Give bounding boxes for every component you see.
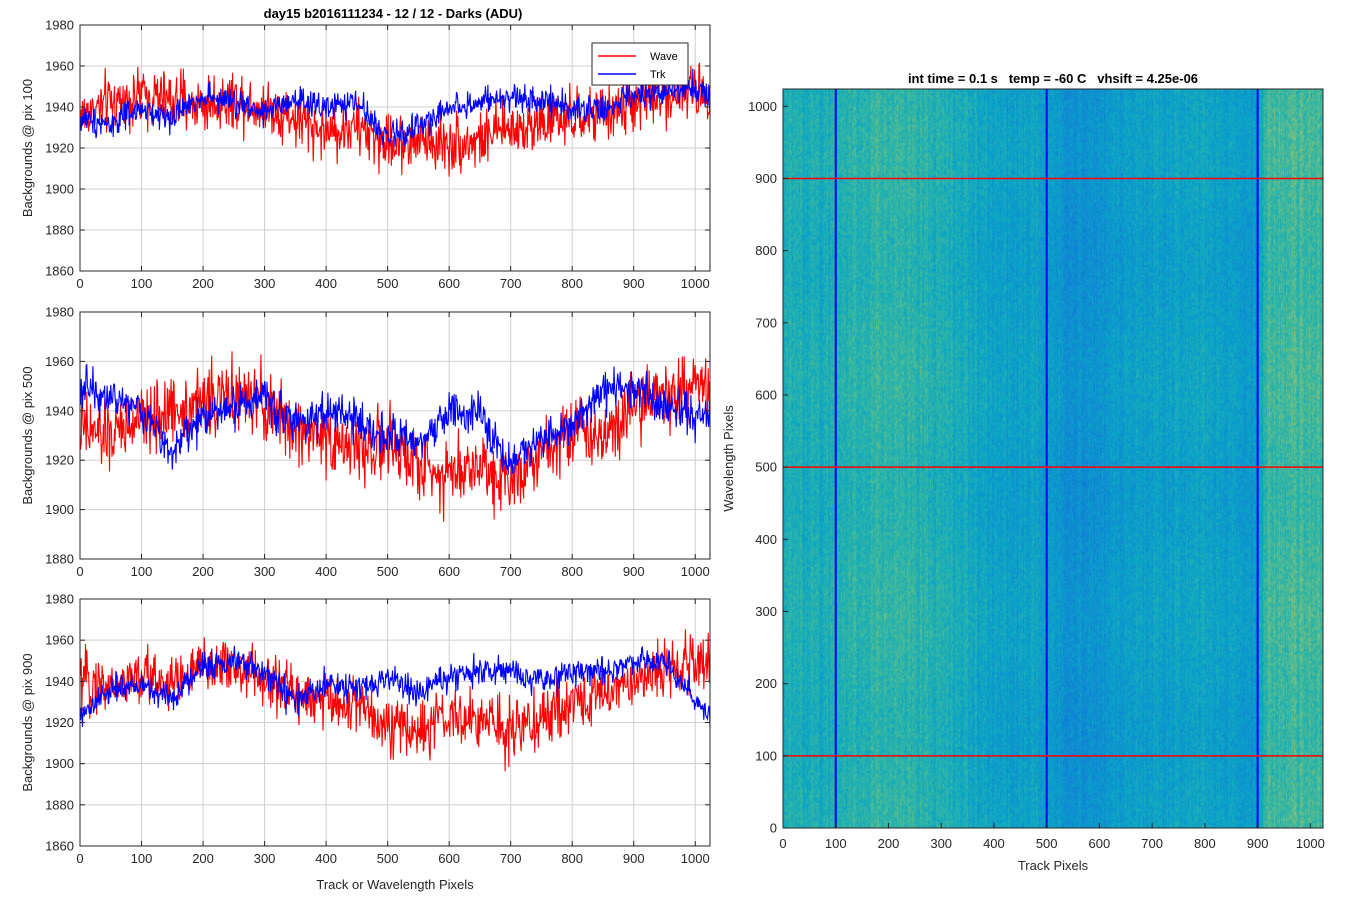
subplot-pix-500: 0 100 200 300 400 500 600 700 800 900 1000 1880 1900… <box>20 305 711 579</box>
ylabel-pix-500: Backgrounds @ pix 500 <box>20 366 35 504</box>
tick-label-y: 1880 <box>45 797 74 812</box>
tick-label-x: 600 <box>438 564 460 579</box>
series-line-trk <box>80 364 710 475</box>
tick-label-x: 400 <box>315 276 337 291</box>
tick-label-y: 1980 <box>45 592 74 607</box>
tick-label-y: 200 <box>755 676 777 691</box>
tick-label-x: 800 <box>561 564 583 579</box>
ylabel-pix-900: Backgrounds @ pix 900 <box>20 653 35 791</box>
xlabel-track-or-wavelength: Track or Wavelength Pixels <box>316 877 474 892</box>
tick-label-y: 1900 <box>45 502 74 517</box>
tick-label-x: 300 <box>254 564 276 579</box>
tick-label-y: 1880 <box>45 223 74 238</box>
tick-label-x: 0 <box>779 836 786 851</box>
tick-label-x: 400 <box>983 836 1005 851</box>
axes-box <box>79 311 711 560</box>
legend-box <box>591 42 689 86</box>
tick-label-x: 100 <box>825 836 847 851</box>
tick-label-y: 500 <box>755 460 777 475</box>
tick-label-x: 600 <box>1089 836 1111 851</box>
tick-label-x: 700 <box>1141 836 1163 851</box>
tick-label-x: 900 <box>623 851 645 866</box>
series-line-trk <box>80 645 710 728</box>
tick-label-y: 600 <box>755 387 777 402</box>
tick-label-y: 1860 <box>45 264 74 279</box>
heatmap-panel: 0 100 200 300 400 500 600 700 800 900 1000 0 100 200 3… <box>721 71 1325 873</box>
tick-label-y: 1860 <box>45 839 74 854</box>
tick-label-x: 700 <box>500 851 522 866</box>
tick-label-y: 1940 <box>45 403 74 418</box>
tick-label-y: 1940 <box>45 100 74 115</box>
tick-label-x: 400 <box>315 564 337 579</box>
tick-label-x: 300 <box>254 851 276 866</box>
tick-label-x: 500 <box>1036 836 1058 851</box>
tick-label-x: 1000 <box>681 276 710 291</box>
subplot-pix-100: 0 100 200 300 400 500 600 700 800 900 1000 1860 1880… <box>20 18 711 291</box>
tick-label-x: 800 <box>1194 836 1216 851</box>
tick-label-y: 1000 <box>748 99 777 114</box>
tick-label-y: 700 <box>755 315 777 330</box>
tick-label-y: 100 <box>755 748 777 763</box>
tick-label-x: 600 <box>438 276 460 291</box>
tick-label-y: 1960 <box>45 633 74 648</box>
legend: Wave Trk <box>591 42 689 86</box>
tick-label-x: 800 <box>561 851 583 866</box>
heatmap-title: int time = 0.1 s temp = -60 C vhsift = 4… <box>908 71 1198 86</box>
tick-label-y: 0 <box>770 821 777 836</box>
ylabel-pix-100: Backgrounds @ pix 100 <box>20 79 35 217</box>
tick-label-y: 300 <box>755 604 777 619</box>
tick-label-x: 500 <box>377 564 399 579</box>
figure-suptitle: day15 b2016111234 - 12 / 12 - Darks (ADU… <box>264 6 523 21</box>
heatmap-ylabel: Wavelength Pixels <box>721 405 736 512</box>
tick-label-x: 200 <box>192 276 214 291</box>
tick-label-x: 100 <box>131 851 153 866</box>
heatmap-canvas <box>783 89 1323 828</box>
legend-label-trk: Trk <box>650 69 666 81</box>
tick-label-x: 200 <box>878 836 900 851</box>
tick-label-y: 1960 <box>45 59 74 74</box>
tick-label-x: 900 <box>1247 836 1269 851</box>
tick-label-x: 200 <box>192 564 214 579</box>
tick-label-x: 100 <box>131 564 153 579</box>
tick-label-y: 1920 <box>45 715 74 730</box>
tick-label-x: 500 <box>377 276 399 291</box>
tick-label-x: 1000 <box>681 851 710 866</box>
tick-label-y: 1880 <box>45 552 74 567</box>
tick-label-x: 0 <box>76 564 83 579</box>
tick-label-x: 900 <box>623 564 645 579</box>
tick-label-x: 200 <box>192 851 214 866</box>
tick-label-x: 800 <box>561 276 583 291</box>
heatmap-xlabel: Track Pixels <box>1018 858 1089 873</box>
tick-label-x: 0 <box>76 276 83 291</box>
tick-label-y: 1960 <box>45 354 74 369</box>
tick-label-y: 800 <box>755 243 777 258</box>
subplot-pix-900: 0 100 200 300 400 500 600 700 800 900 1000 1860 1880… <box>20 592 711 892</box>
tick-label-y: 1920 <box>45 141 74 156</box>
tick-label-x: 700 <box>500 564 522 579</box>
tick-label-y: 900 <box>755 171 777 186</box>
series-line-trk <box>80 68 710 148</box>
tick-label-x: 600 <box>438 851 460 866</box>
tick-label-y: 1940 <box>45 674 74 689</box>
tick-label-y: 1900 <box>45 182 74 197</box>
tick-label-x: 900 <box>623 276 645 291</box>
tick-label-x: 100 <box>131 276 153 291</box>
tick-label-y: 400 <box>755 532 777 547</box>
tick-label-x: 400 <box>315 851 337 866</box>
tick-label-y: 1900 <box>45 756 74 771</box>
legend-label-wave: Wave <box>650 51 678 63</box>
tick-label-x: 300 <box>254 276 276 291</box>
axes-box <box>782 88 1324 829</box>
tick-label-x: 300 <box>930 836 952 851</box>
tick-label-x: 1000 <box>681 564 710 579</box>
tick-label-y: 1920 <box>45 453 74 468</box>
tick-label-y: 1980 <box>45 305 74 320</box>
tick-label-x: 1000 <box>1296 836 1325 851</box>
tick-label-x: 700 <box>500 276 522 291</box>
tick-label-x: 0 <box>76 851 83 866</box>
heatmap-image <box>783 89 1323 828</box>
tick-label-x: 500 <box>377 851 399 866</box>
tick-label-y: 1980 <box>45 18 74 33</box>
